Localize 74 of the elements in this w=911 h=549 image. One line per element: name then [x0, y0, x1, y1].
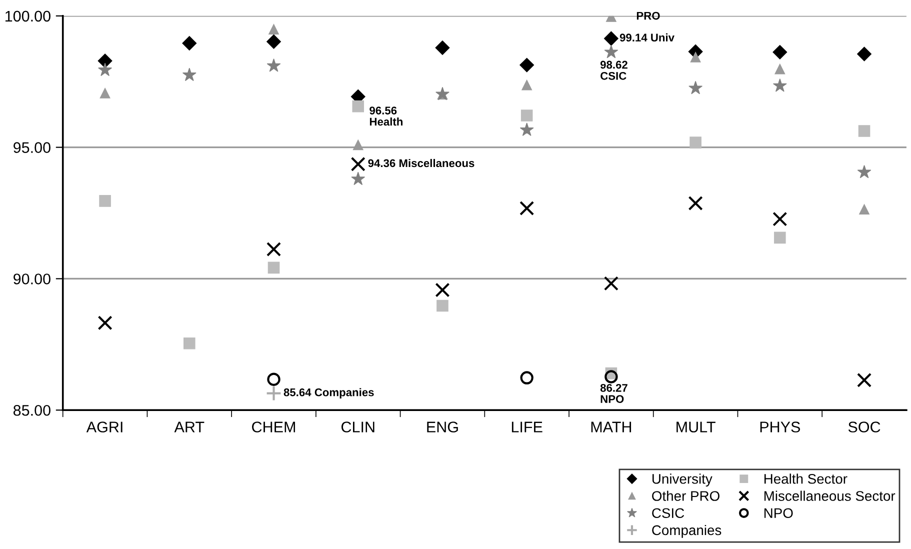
point [266, 385, 282, 402]
point [520, 58, 534, 72]
point [604, 276, 618, 291]
annotation: PRO [636, 12, 660, 20]
annotation: 86.27 NPO [600, 384, 628, 403]
point [772, 44, 788, 60]
x-tick-label: SOC [848, 422, 880, 432]
point [690, 52, 701, 62]
point [520, 110, 533, 122]
point [183, 337, 196, 350]
point [352, 140, 364, 150]
annotation: 96.56 Health [370, 106, 402, 126]
point [857, 164, 872, 178]
point [772, 78, 787, 92]
legend-label: Other PRO [652, 490, 720, 501]
point [857, 46, 872, 62]
annotation: 98.62 CSIC [600, 60, 628, 80]
point [99, 195, 111, 207]
point [520, 200, 534, 216]
legend-label: Health Sector [764, 474, 848, 484]
point [266, 242, 282, 257]
y-tick-label: 100.00 [5, 10, 50, 22]
point [859, 204, 870, 215]
point [182, 68, 196, 82]
legend-label: University [652, 474, 712, 487]
point [98, 54, 112, 68]
point [522, 80, 532, 90]
point [436, 300, 448, 312]
point [98, 316, 112, 330]
point [435, 282, 450, 298]
point [520, 371, 534, 384]
point [435, 40, 450, 55]
legend-label: Companies [652, 524, 722, 538]
legend-label: NPO [764, 508, 793, 518]
point [690, 136, 702, 148]
point [520, 122, 534, 136]
point [688, 80, 703, 94]
x-tick-label: PHYS [760, 422, 800, 432]
x-tick-label: CHEM [252, 422, 295, 432]
y-tick-label: 90.00 [14, 274, 50, 284]
point [774, 232, 786, 244]
point [774, 64, 786, 74]
y-tick-label: 85.00 [13, 404, 50, 416]
annotation: 99.14 Univ [620, 33, 674, 42]
point [858, 125, 870, 137]
point [268, 262, 280, 274]
point [856, 372, 872, 388]
legend-label: CSIC [652, 508, 684, 518]
point [266, 34, 281, 49]
y-tick-label: 95.00 [14, 142, 50, 153]
x-tick-label: LIFE [512, 422, 542, 432]
legend-label: Miscellaneous Sector [764, 490, 896, 501]
point [352, 100, 364, 112]
point [100, 88, 110, 98]
point [351, 172, 366, 186]
x-tick-label: AGRI [86, 422, 122, 432]
point [98, 62, 112, 76]
point [604, 370, 618, 384]
point [268, 24, 279, 35]
x-tick-label: ART [174, 422, 204, 432]
x-tick-label: MULT [676, 422, 716, 432]
point [688, 196, 703, 211]
annotation: 94.36 Miscellaneous [368, 158, 474, 168]
x-tick-label: ENG [427, 422, 458, 432]
annotation: 85.64 Companies [284, 388, 374, 398]
point [772, 212, 788, 226]
x-tick-label: MATH [591, 422, 632, 432]
x-tick-label: CLIN [341, 422, 374, 432]
point [266, 58, 281, 72]
point [350, 156, 366, 172]
point [267, 372, 280, 386]
point [604, 31, 618, 46]
point [182, 36, 197, 50]
point [604, 44, 618, 58]
